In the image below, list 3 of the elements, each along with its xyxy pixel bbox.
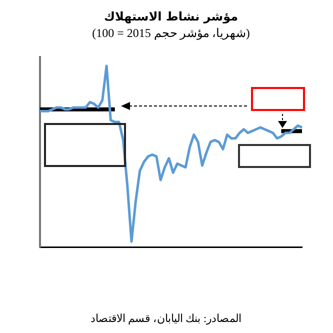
text: المصادر: بنك اليابان، قسم الاقتصاد — [90, 313, 242, 325]
chart-subtitle: (شهريا، مؤشر حجم 2015 = 100) — [92, 26, 250, 40]
chart-title: مؤشر نشاط الاستهلاك — [104, 9, 238, 24]
